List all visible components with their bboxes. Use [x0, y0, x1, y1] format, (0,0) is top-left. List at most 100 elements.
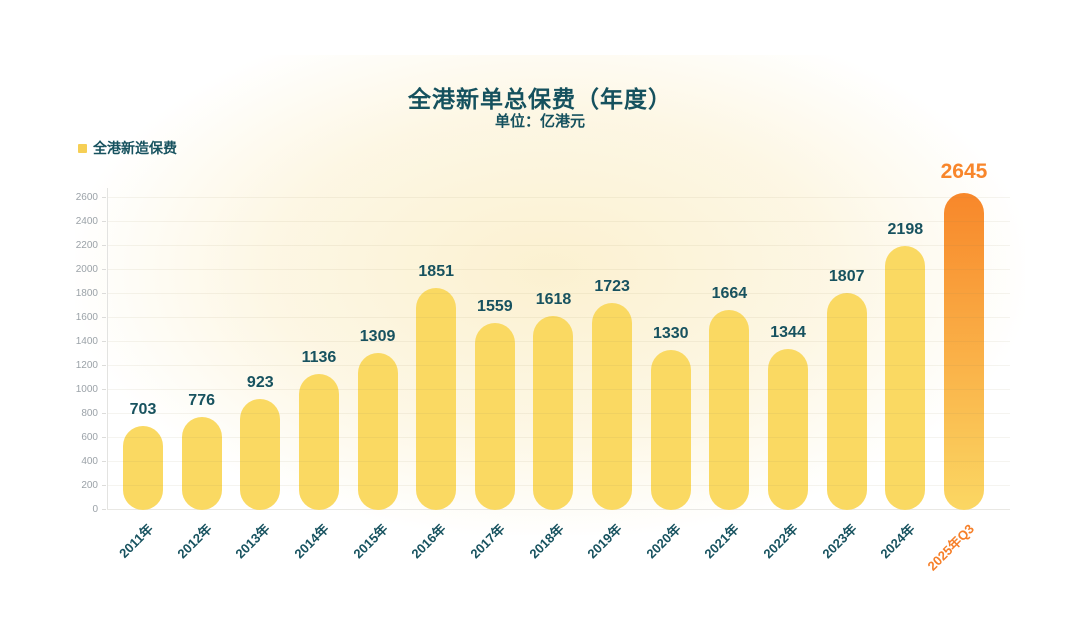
y-tick-label: 400 [81, 456, 98, 467]
legend-swatch-icon [78, 143, 87, 153]
bar-columns: 703 2011年 776 2012年 923 2013年 1136 2014年 1309 201… [107, 160, 1010, 574]
y-tick-mark [102, 341, 106, 342]
bar [240, 399, 281, 510]
y-tick-label: 1600 [75, 312, 98, 323]
x-axis-label: 2015年 [350, 521, 391, 562]
x-axis-label: 2017年 [467, 521, 508, 562]
bar [650, 350, 691, 510]
gridline [108, 221, 1010, 222]
y-tick-mark [102, 461, 106, 462]
y-tick-label: 800 [81, 408, 98, 419]
bar-column: 2198 2024年 [878, 188, 926, 561]
bar-column: 1618 2018年 [526, 188, 574, 561]
bar [943, 192, 984, 510]
y-axis-line [107, 188, 108, 510]
x-axis-label: 2013年 [232, 521, 274, 562]
bar [885, 246, 926, 510]
bar-value-label: 1851 [418, 262, 454, 280]
y-tick-mark [102, 197, 106, 198]
x-axis-label: 2016年 [408, 521, 449, 562]
y-tick-mark [102, 365, 106, 366]
y-tick-label: 2600 [75, 192, 98, 203]
bar-value-label: 1723 [594, 278, 630, 296]
x-axis-label: 2020年 [643, 521, 684, 562]
x-axis-label: 2025年Q3 [924, 521, 977, 574]
bar-value-label: 1664 [711, 285, 748, 303]
x-axis-label: 2019年 [584, 521, 625, 562]
gridline [108, 437, 1010, 438]
gridline [108, 293, 1010, 294]
bar [123, 425, 163, 510]
gridline [108, 389, 1010, 390]
gridline [108, 269, 1010, 270]
chart-title: 全港新单总保费（年度） [408, 86, 672, 112]
bar [181, 416, 222, 510]
y-tick-mark [102, 269, 106, 270]
gridline [108, 365, 1010, 366]
y-tick-label: 200 [81, 480, 98, 491]
bar [533, 315, 574, 510]
gridline [108, 461, 1010, 462]
y-tick-mark [102, 389, 106, 390]
gridline [108, 317, 1010, 318]
x-axis-label: 2021年 [701, 521, 743, 562]
bar-value-label: 923 [246, 374, 274, 392]
y-tick-label: 2200 [75, 240, 98, 251]
y-tick-label: 1800 [75, 288, 98, 299]
bar-value-label: 2645 [940, 159, 988, 183]
x-axis-line [107, 509, 1010, 510]
y-tick-mark [102, 509, 106, 510]
bar-value-label: 2198 [887, 221, 924, 239]
bar [826, 293, 867, 510]
bar-value-label: 1618 [535, 290, 572, 308]
bar-value-label: 1807 [828, 268, 865, 286]
bar-column: 1664 2021年 [702, 188, 750, 561]
bar-column: 776 2012年 [174, 188, 222, 561]
gridline [108, 341, 1010, 342]
bar-column: 1807 2023年 [819, 188, 867, 561]
y-tick-mark [102, 245, 106, 246]
bar-column: 703 2011年 [116, 188, 163, 561]
gridline [108, 485, 1010, 486]
gridline [108, 413, 1010, 414]
legend: 全港新造保费 [78, 138, 177, 158]
x-axis-label: 2023年 [819, 521, 860, 562]
y-tick-mark [102, 317, 106, 318]
bar-value-label: 776 [188, 391, 215, 409]
y-tick-label: 1000 [75, 384, 98, 395]
y-tick-label: 1400 [75, 336, 98, 347]
plot-area: 703 2011年 776 2012年 923 2013年 1136 2014年 1309 201… [76, 160, 1010, 574]
bar [709, 310, 750, 510]
x-axis-label: 2018年 [525, 521, 567, 562]
y-tick-label: 2000 [75, 264, 98, 275]
bar-value-label: 703 [129, 400, 157, 418]
legend-label: 全港新造保费 [93, 140, 177, 156]
bar-column: 923 2013年 [233, 188, 281, 561]
x-axis-label: 2024年 [877, 521, 919, 562]
y-tick-mark [102, 221, 106, 222]
bar-column: 2645 2025年Q3 [924, 160, 987, 574]
bar-value-label: 1330 [652, 325, 689, 343]
bar-column: 1309 2015年 [350, 188, 398, 561]
y-tick-mark [102, 413, 106, 414]
bar [416, 287, 457, 510]
bar [298, 373, 339, 510]
x-axis-label: 2012年 [174, 521, 215, 562]
y-tick-label: 600 [81, 432, 98, 443]
bar-column: 1136 2014年 [291, 188, 339, 561]
bar-column: 1851 2016年 [409, 188, 457, 561]
bar-column: 1344 2022年 [761, 188, 809, 561]
x-axis-label: 2014年 [291, 521, 332, 562]
bar [474, 322, 515, 510]
bar-value-label: 1309 [359, 327, 396, 345]
bar-value-label: 1136 [301, 348, 337, 366]
chart-subtitle: 单位：亿港元 [494, 113, 585, 130]
y-tick-label: 2400 [75, 216, 98, 227]
bar-value-label: 1344 [770, 323, 806, 341]
bar-column: 1330 2020年 [643, 188, 691, 561]
y-tick-label: 0 [92, 504, 98, 515]
y-tick-mark [102, 293, 106, 294]
bar [357, 352, 398, 510]
y-tick-mark [102, 485, 106, 486]
